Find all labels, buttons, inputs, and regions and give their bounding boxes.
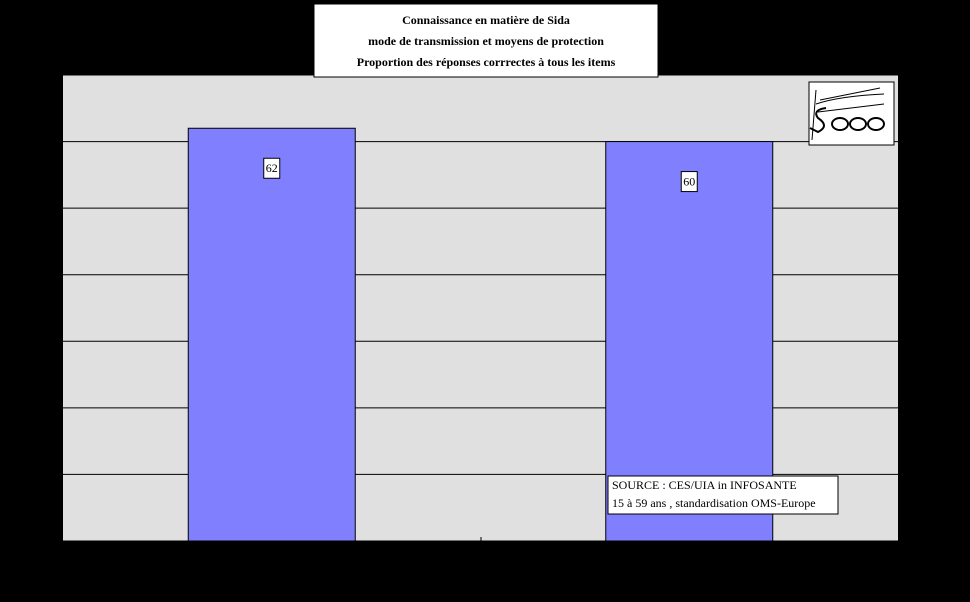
y-tick-label: 60 <box>43 133 55 147</box>
title-line: mode de transmission et moyens de protec… <box>368 34 604 48</box>
y-tick-label: 20 <box>43 400 55 414</box>
y-tick-label: 0 <box>49 533 55 547</box>
y-tick-label: 40 <box>43 266 55 280</box>
y-tick-label: 10 <box>43 466 55 480</box>
annotation-line: SOURCE : CES/UIA in INFOSANTE <box>612 478 797 492</box>
value-label: 62 <box>266 161 278 175</box>
annotation: SOURCE : CES/UIA in INFOSANTE 15 à 59 ans… <box>612 478 816 510</box>
y-tick-label: 30 <box>43 333 55 347</box>
value-label-box <box>263 157 281 179</box>
bar <box>605 141 774 542</box>
annotation-line: 15 à 59 ans , standardisation OMS-Europe <box>612 496 816 510</box>
source-box <box>607 475 839 515</box>
logo <box>808 81 895 146</box>
value-label-box <box>680 171 698 193</box>
title: Connaissance en matière de Sida mode de t… <box>357 13 616 69</box>
title-box <box>313 3 659 78</box>
y-tick-label: 70 <box>43 67 55 81</box>
value-label: 60 <box>683 174 695 188</box>
title-line: Proportion des réponses corrrectes à tou… <box>357 55 616 69</box>
y-tick-label: 50 <box>43 200 55 214</box>
bar <box>187 127 356 542</box>
title-line: Connaissance en matière de Sida <box>402 13 570 27</box>
bars: 62 60 <box>187 127 774 542</box>
